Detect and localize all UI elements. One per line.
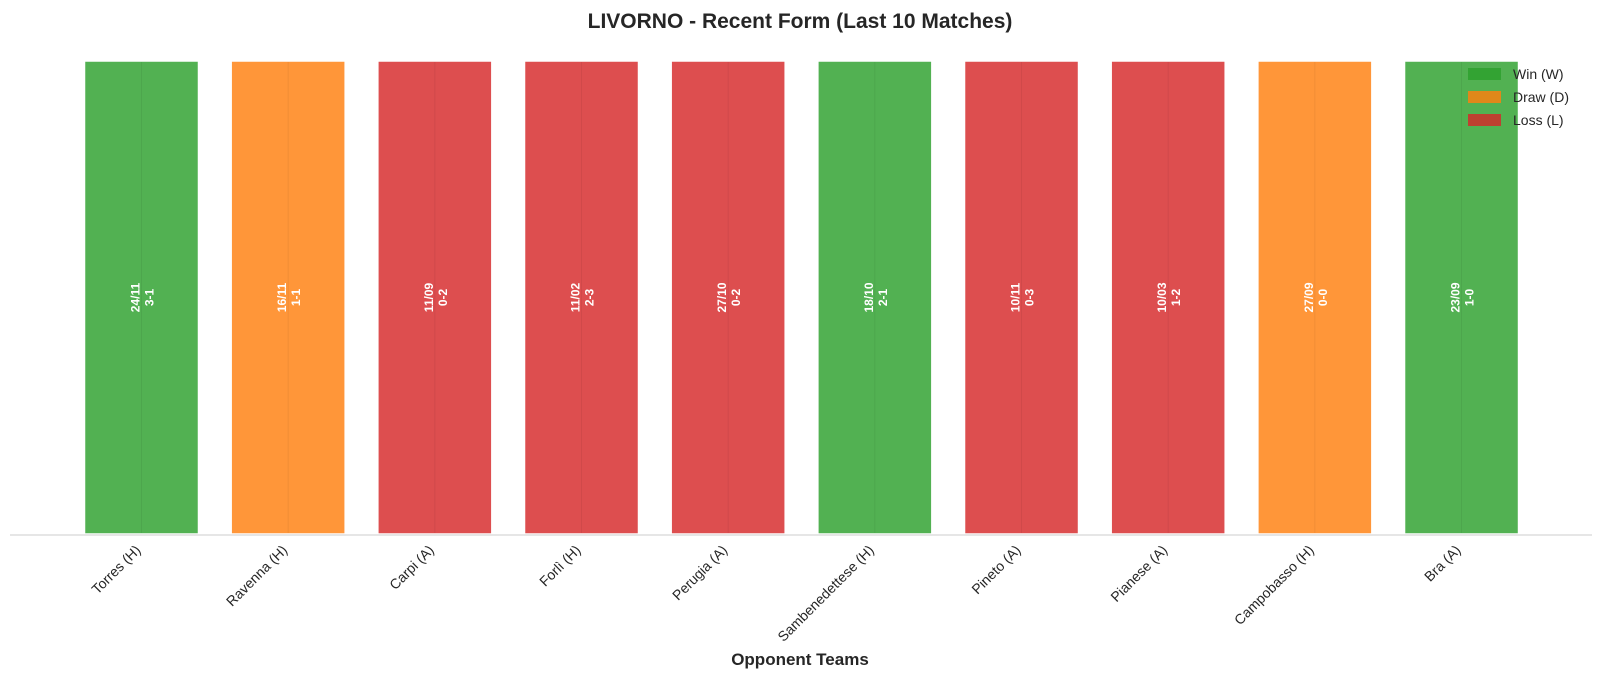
bar-10 [1403, 60, 1520, 535]
x-tick-label: Campobasso (H) [1231, 542, 1317, 628]
legend-label-d: Draw (D) [1513, 89, 1569, 105]
bar-label: 11/022-3 [569, 282, 597, 312]
legend-swatch-d [1468, 91, 1501, 103]
bar-label-score: 1-2 [1169, 289, 1183, 307]
bar-label-date: 24/11 [129, 282, 143, 312]
bar-label-date: 16/11 [275, 282, 289, 312]
bar-label: 23/091-0 [1449, 282, 1477, 312]
x-tick-label: Bra (A) [1421, 542, 1464, 585]
bar-6 [817, 60, 933, 535]
bar-label-score: 1-1 [289, 289, 303, 307]
bar-9 [1257, 60, 1373, 535]
bar-4 [523, 60, 640, 535]
bar-label: 11/090-2 [422, 282, 450, 312]
x-tick-label: Carpi (A) [386, 542, 437, 593]
bar-1 [83, 60, 200, 535]
bar-label-date: 27/09 [1302, 282, 1316, 312]
legend-swatch-l [1468, 114, 1501, 126]
bar-label: 24/113-1 [129, 282, 157, 312]
bar-label: 16/111-1 [275, 282, 303, 312]
legend: Win (W) Draw (D) Loss (L) [1468, 66, 1569, 128]
bar-label-date: 18/10 [862, 282, 876, 312]
bar-label: 27/090-0 [1302, 282, 1330, 312]
x-tick-label: Ravenna (H) [223, 542, 290, 609]
bar-label-score: 0-3 [1023, 289, 1037, 307]
bar-label-date: 23/09 [1449, 282, 1463, 312]
bar-8 [1110, 60, 1226, 535]
x-tick-labels: Torres (H) Ravenna (H) Carpi (A) Forlì (H) P… [88, 542, 1463, 645]
legend-swatch-w [1468, 68, 1501, 80]
bar-label-date: 10/11 [1009, 282, 1023, 312]
bar-label-score: 0-0 [1316, 289, 1330, 307]
legend-label-l: Loss (L) [1513, 112, 1564, 128]
bar-label: 18/102-1 [862, 282, 890, 312]
bar-label-score: 2-3 [583, 289, 597, 307]
bar-label-date: 11/02 [569, 282, 583, 312]
x-tick-label: Torres (H) [88, 542, 143, 597]
x-tick-label: Sambenedettese (H) [774, 542, 877, 645]
bar-label-score: 0-2 [436, 289, 450, 307]
bar-label-score: 2-1 [876, 289, 890, 307]
bar-label: 10/110-3 [1009, 282, 1037, 312]
bar-2 [230, 60, 346, 535]
bar-label-date: 10/03 [1155, 282, 1169, 312]
bar-label-date: 27/10 [715, 282, 729, 312]
x-tick-label: Forlì (H) [536, 542, 584, 590]
x-tick-label: Pineto (A) [968, 542, 1023, 597]
x-axis-label: Opponent Teams [731, 650, 869, 669]
chart-title: LIVORNO - Recent Form (Last 10 Matches) [588, 10, 1013, 33]
bar-3 [377, 60, 493, 535]
bar-label-score: 0-2 [729, 289, 743, 307]
bar-label: 27/100-2 [715, 282, 743, 312]
legend-label-w: Win (W) [1513, 66, 1564, 82]
bar-label: 10/031-2 [1155, 282, 1183, 312]
bar-label-date: 11/09 [422, 282, 436, 312]
bar-label-score: 3-1 [143, 289, 157, 307]
bars-group: 24/113-1 16/111-1 11/090-2 11/022-3 27/100-2… [83, 60, 1520, 535]
x-tick-label: Pianese (A) [1107, 542, 1170, 605]
bar-label-score: 1-0 [1463, 289, 1477, 307]
bar-5 [670, 60, 786, 535]
bar-7 [963, 60, 1080, 535]
x-tick-label: Perugia (A) [669, 542, 730, 603]
